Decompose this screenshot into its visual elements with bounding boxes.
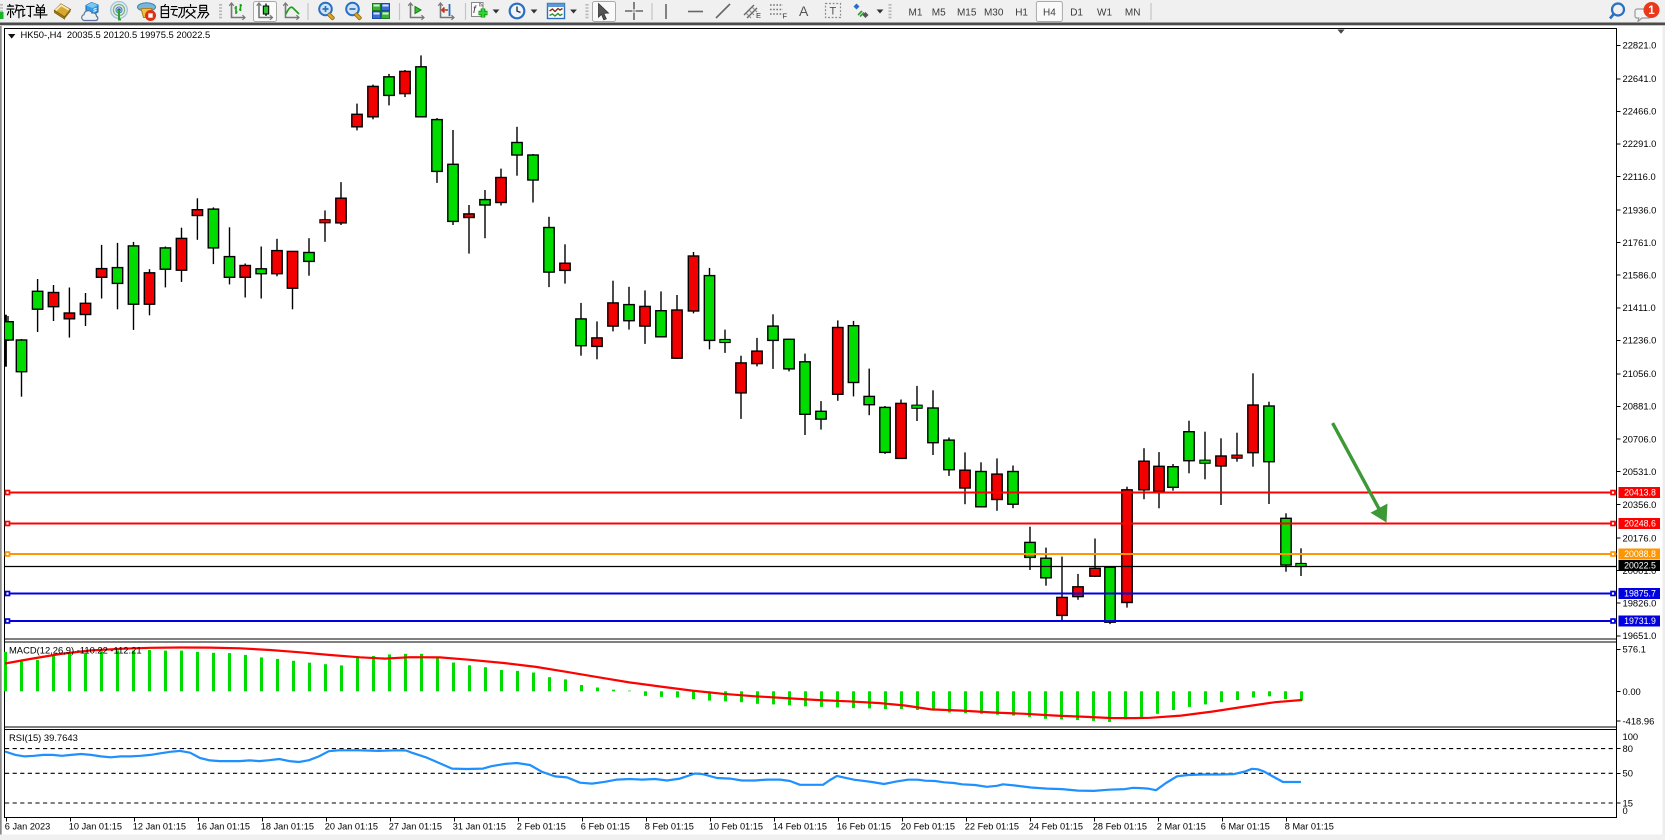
svg-text:20248.6: 20248.6 [1624, 519, 1656, 529]
svg-text:M1: M1 [909, 7, 923, 18]
svg-text:1: 1 [1648, 5, 1655, 17]
svg-text:20 Jan 01:15: 20 Jan 01:15 [325, 822, 378, 832]
svg-text:19826.0: 19826.0 [1623, 598, 1657, 609]
svg-text:16 Jan 01:15: 16 Jan 01:15 [197, 822, 250, 832]
svg-text:M30: M30 [984, 7, 1004, 18]
svg-text:E: E [756, 11, 761, 20]
svg-text:8 Feb 01:15: 8 Feb 01:15 [645, 822, 694, 832]
svg-text:16 Feb 01:15: 16 Feb 01:15 [837, 822, 891, 832]
svg-text:21236.0: 21236.0 [1623, 335, 1657, 346]
svg-text:HK50-,H4 20035.5 20120.5 1997: HK50-,H4 20035.5 20120.5 19975.5 20022.5 [21, 29, 211, 40]
svg-text:8 Mar 01:15: 8 Mar 01:15 [1285, 822, 1334, 832]
svg-text:2 Feb 01:15: 2 Feb 01:15 [517, 822, 566, 832]
svg-text:MACD(12,26,9) -110.22 -112.21: MACD(12,26,9) -110.22 -112.21 [9, 645, 142, 656]
svg-text:2 Mar 01:15: 2 Mar 01:15 [1157, 822, 1206, 832]
svg-text:20356.0: 20356.0 [1623, 499, 1657, 510]
svg-text:F: F [783, 12, 788, 21]
svg-text:6 Jan 2023: 6 Jan 2023 [5, 822, 50, 832]
svg-text:0: 0 [1623, 805, 1628, 816]
svg-text:20176.0: 20176.0 [1623, 532, 1657, 543]
svg-text:H4: H4 [1043, 7, 1056, 18]
svg-text:20881.0: 20881.0 [1623, 401, 1657, 412]
svg-text:22641.0: 22641.0 [1623, 73, 1657, 84]
svg-text:MN: MN [1125, 7, 1141, 18]
svg-text:19731.9: 19731.9 [1624, 616, 1656, 626]
svg-text:20413.8: 20413.8 [1624, 488, 1656, 498]
svg-text:21411.0: 21411.0 [1623, 302, 1656, 313]
svg-text:A: A [799, 3, 809, 19]
svg-text:6 Mar 01:15: 6 Mar 01:15 [1221, 822, 1270, 832]
svg-text:22 Feb 01:15: 22 Feb 01:15 [965, 822, 1019, 832]
svg-text:21056.0: 21056.0 [1623, 368, 1657, 379]
svg-text:20088.8: 20088.8 [1624, 549, 1656, 559]
svg-text:0.00: 0.00 [1623, 686, 1641, 697]
svg-text:21761.0: 21761.0 [1623, 237, 1657, 248]
svg-text:22821.0: 22821.0 [1623, 40, 1657, 51]
svg-text:21586.0: 21586.0 [1623, 270, 1657, 281]
svg-text:-418.96: -418.96 [1623, 715, 1655, 726]
svg-text:27 Jan 01:15: 27 Jan 01:15 [389, 822, 442, 832]
svg-text:f: f [473, 5, 477, 16]
svg-text:80: 80 [1623, 743, 1633, 754]
svg-text:28 Feb 01:15: 28 Feb 01:15 [1093, 822, 1147, 832]
svg-text:20 Feb 01:15: 20 Feb 01:15 [901, 822, 955, 832]
svg-text:6 Feb 01:15: 6 Feb 01:15 [581, 822, 630, 832]
svg-text:15: 15 [1623, 797, 1633, 808]
svg-text:W1: W1 [1097, 7, 1112, 18]
svg-text:20022.5: 20022.5 [1624, 561, 1656, 571]
svg-text:21936.0: 21936.0 [1623, 204, 1657, 215]
svg-text:12 Jan 01:15: 12 Jan 01:15 [133, 822, 186, 832]
svg-text:22466.0: 22466.0 [1623, 106, 1657, 117]
svg-text:20706.0: 20706.0 [1623, 433, 1657, 444]
svg-text:31 Jan 01:15: 31 Jan 01:15 [453, 822, 506, 832]
svg-text:D1: D1 [1070, 7, 1083, 18]
svg-text:100: 100 [1623, 731, 1639, 742]
svg-text:T: T [830, 6, 837, 18]
svg-text:22116.0: 22116.0 [1623, 171, 1656, 182]
svg-text:10 Feb 01:15: 10 Feb 01:15 [709, 822, 763, 832]
svg-text:M5: M5 [932, 7, 946, 18]
svg-text:10 Jan 01:15: 10 Jan 01:15 [69, 822, 122, 832]
svg-text:24 Feb 01:15: 24 Feb 01:15 [1029, 822, 1083, 832]
svg-text:RSI(15) 39.7643: RSI(15) 39.7643 [9, 732, 78, 743]
svg-text:19875.7: 19875.7 [1624, 589, 1656, 599]
svg-text:M15: M15 [957, 7, 977, 18]
svg-text:19651.0: 19651.0 [1623, 630, 1657, 641]
svg-text:14 Feb 01:15: 14 Feb 01:15 [773, 822, 827, 832]
svg-text:H1: H1 [1015, 7, 1028, 18]
svg-text:18 Jan 01:15: 18 Jan 01:15 [261, 822, 314, 832]
svg-text:22291.0: 22291.0 [1623, 138, 1657, 149]
svg-text:20531.0: 20531.0 [1623, 466, 1657, 477]
svg-text:50: 50 [1623, 768, 1633, 779]
svg-text:576.1: 576.1 [1623, 644, 1646, 655]
